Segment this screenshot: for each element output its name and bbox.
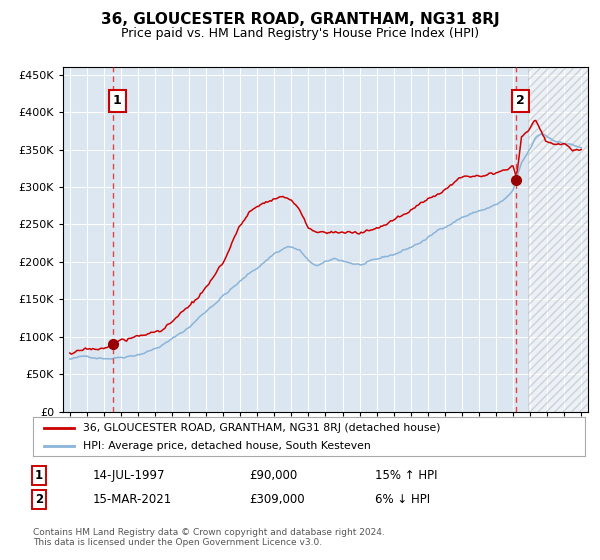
- Text: 2: 2: [35, 493, 43, 506]
- Text: 15-MAR-2021: 15-MAR-2021: [93, 493, 172, 506]
- Text: HPI: Average price, detached house, South Kesteven: HPI: Average price, detached house, Sout…: [83, 441, 370, 451]
- Text: 15% ↑ HPI: 15% ↑ HPI: [375, 469, 437, 482]
- Bar: [529, 67, 600, 412]
- Text: 36, GLOUCESTER ROAD, GRANTHAM, NG31 8RJ (detached house): 36, GLOUCESTER ROAD, GRANTHAM, NG31 8RJ …: [83, 423, 440, 433]
- Text: £309,000: £309,000: [249, 493, 305, 506]
- Text: 2: 2: [516, 95, 525, 108]
- Text: 14-JUL-1997: 14-JUL-1997: [93, 469, 166, 482]
- Text: Price paid vs. HM Land Registry's House Price Index (HPI): Price paid vs. HM Land Registry's House …: [121, 27, 479, 40]
- Text: 1: 1: [113, 95, 122, 108]
- Text: 1: 1: [35, 469, 43, 482]
- Text: 6% ↓ HPI: 6% ↓ HPI: [375, 493, 430, 506]
- Text: Contains HM Land Registry data © Crown copyright and database right 2024.
This d: Contains HM Land Registry data © Crown c…: [33, 528, 385, 547]
- Text: £90,000: £90,000: [249, 469, 297, 482]
- Text: 36, GLOUCESTER ROAD, GRANTHAM, NG31 8RJ: 36, GLOUCESTER ROAD, GRANTHAM, NG31 8RJ: [101, 12, 499, 27]
